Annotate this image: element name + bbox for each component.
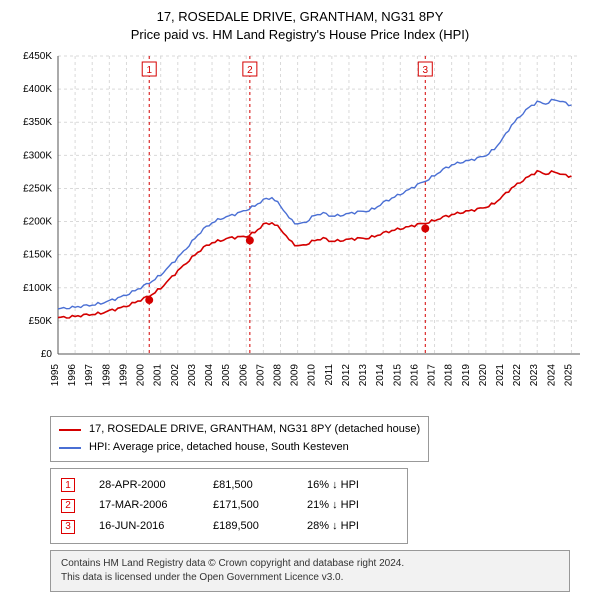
sale-date: 28-APR-2000 <box>99 475 189 496</box>
svg-text:2016: 2016 <box>409 364 420 387</box>
legend-swatch <box>59 429 81 431</box>
svg-text:2011: 2011 <box>324 364 335 386</box>
svg-text:2024: 2024 <box>546 364 557 387</box>
legend-swatch <box>59 447 81 449</box>
svg-text:2018: 2018 <box>444 364 455 387</box>
svg-text:£100K: £100K <box>23 283 52 294</box>
svg-text:1998: 1998 <box>101 364 112 387</box>
sale-marker: 3 <box>61 520 75 534</box>
sales-table: 1 28-APR-2000 £81,500 16% ↓ HPI 2 17-MAR-2006… <box>50 468 408 545</box>
svg-text:£450K: £450K <box>23 51 52 62</box>
sale-price: £171,500 <box>213 495 283 516</box>
sale-marker: 1 <box>61 478 75 492</box>
svg-text:£200K: £200K <box>23 217 52 228</box>
svg-text:£50K: £50K <box>29 316 53 327</box>
sale-pct: 21% ↓ HPI <box>307 495 397 516</box>
sale-pct: 28% ↓ HPI <box>307 516 397 537</box>
legend-box: 17, ROSEDALE DRIVE, GRANTHAM, NG31 8PY (… <box>50 416 429 461</box>
svg-text:2004: 2004 <box>204 364 215 387</box>
svg-text:2008: 2008 <box>272 364 283 387</box>
svg-text:2006: 2006 <box>238 364 249 387</box>
svg-text:2009: 2009 <box>290 364 301 387</box>
attribution-line2: This data is licensed under the Open Gov… <box>61 571 559 585</box>
sale-date: 16-JUN-2016 <box>99 516 189 537</box>
sale-row: 2 17-MAR-2006 £171,500 21% ↓ HPI <box>61 495 397 516</box>
svg-text:2005: 2005 <box>221 364 232 387</box>
svg-text:2013: 2013 <box>358 364 369 387</box>
svg-text:2010: 2010 <box>307 364 318 387</box>
svg-text:1997: 1997 <box>84 364 95 387</box>
svg-text:£150K: £150K <box>23 250 52 261</box>
chart-area: £0 £50K £100K £150K £200K £250K £300K £350K £400… <box>10 50 590 410</box>
svg-text:2021: 2021 <box>495 364 506 387</box>
svg-text:2000: 2000 <box>136 364 147 387</box>
svg-text:£300K: £300K <box>23 151 52 162</box>
svg-text:1999: 1999 <box>118 364 129 387</box>
title-subtitle: Price paid vs. HM Land Registry's House … <box>10 26 590 44</box>
svg-text:2003: 2003 <box>187 364 198 387</box>
svg-text:1996: 1996 <box>67 364 78 387</box>
attribution-box: Contains HM Land Registry data © Crown c… <box>50 550 570 592</box>
svg-text:2025: 2025 <box>563 364 574 387</box>
svg-text:2022: 2022 <box>512 364 523 387</box>
svg-text:2007: 2007 <box>255 364 266 387</box>
sale-marker: 2 <box>61 499 75 513</box>
title-address: 17, ROSEDALE DRIVE, GRANTHAM, NG31 8PY <box>10 8 590 26</box>
svg-text:3: 3 <box>423 65 429 76</box>
svg-text:2014: 2014 <box>375 364 386 387</box>
svg-text:2001: 2001 <box>153 364 164 387</box>
svg-text:1995: 1995 <box>50 364 61 387</box>
svg-text:2002: 2002 <box>170 364 181 387</box>
svg-text:2019: 2019 <box>461 364 472 387</box>
svg-text:2023: 2023 <box>529 364 540 387</box>
chart-svg: £0 £50K £100K £150K £200K £250K £300K £350K £400… <box>10 50 590 410</box>
title-block: 17, ROSEDALE DRIVE, GRANTHAM, NG31 8PY P… <box>10 8 590 44</box>
sale-row: 1 28-APR-2000 £81,500 16% ↓ HPI <box>61 475 397 496</box>
sale-price: £189,500 <box>213 516 283 537</box>
legend-label: 17, ROSEDALE DRIVE, GRANTHAM, NG31 8PY (… <box>89 421 420 439</box>
legend-row: 17, ROSEDALE DRIVE, GRANTHAM, NG31 8PY (… <box>59 421 420 439</box>
svg-text:1: 1 <box>146 65 152 76</box>
sale-date: 17-MAR-2006 <box>99 495 189 516</box>
svg-text:£0: £0 <box>41 349 53 360</box>
sale-row: 3 16-JUN-2016 £189,500 28% ↓ HPI <box>61 516 397 537</box>
sale-pct: 16% ↓ HPI <box>307 475 397 496</box>
svg-text:2015: 2015 <box>392 364 403 387</box>
chart-container: 17, ROSEDALE DRIVE, GRANTHAM, NG31 8PY P… <box>0 0 600 600</box>
svg-text:2020: 2020 <box>478 364 489 387</box>
legend-row: HPI: Average price, detached house, Sout… <box>59 439 420 457</box>
svg-text:£400K: £400K <box>23 84 52 95</box>
attribution-line1: Contains HM Land Registry data © Crown c… <box>61 557 559 571</box>
svg-text:2: 2 <box>247 65 253 76</box>
svg-text:£350K: £350K <box>23 118 52 129</box>
svg-text:2017: 2017 <box>427 364 438 387</box>
legend-label: HPI: Average price, detached house, Sout… <box>89 439 349 457</box>
svg-text:2012: 2012 <box>341 364 352 387</box>
sale-price: £81,500 <box>213 475 283 496</box>
svg-text:£250K: £250K <box>23 184 52 195</box>
